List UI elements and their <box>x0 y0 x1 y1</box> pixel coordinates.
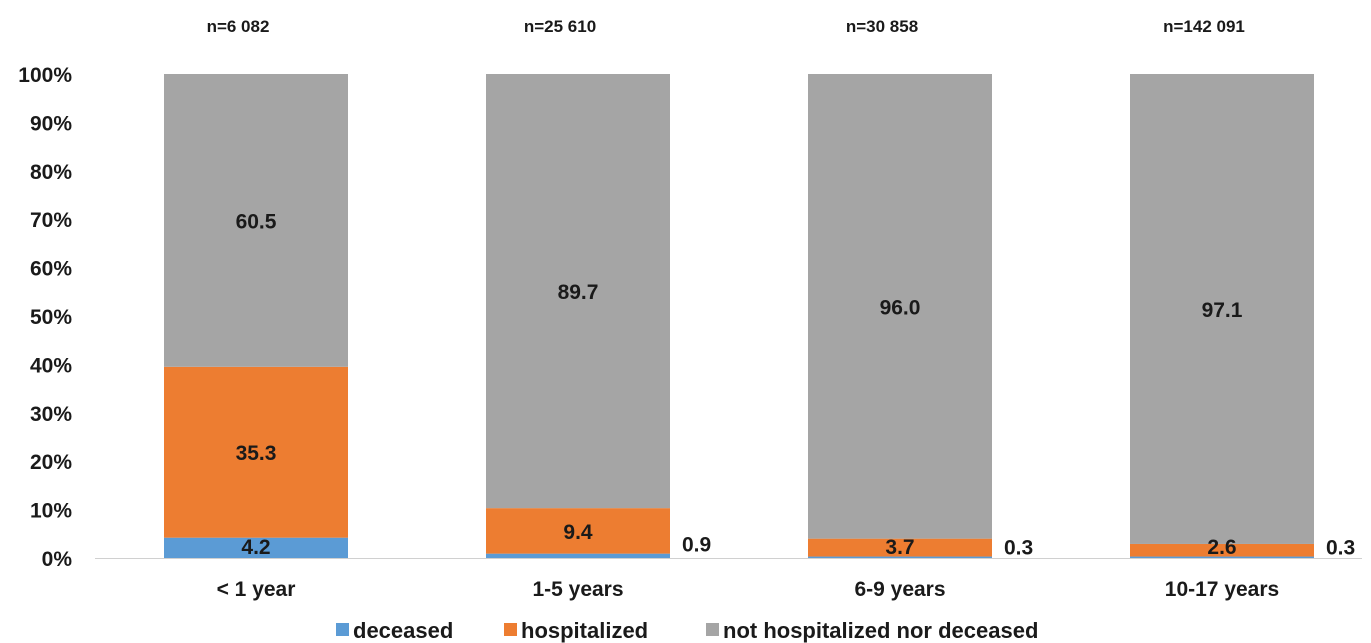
y-tick-label: 30% <box>30 403 72 426</box>
data-label: 9.4 <box>563 521 593 544</box>
bar-segment-hospitalized <box>164 366 348 538</box>
bar-segment-not-hospitalized-nor-deceased <box>486 74 670 509</box>
legend-swatch <box>706 623 719 636</box>
sample-size-label: n=142 091 <box>1163 17 1245 36</box>
y-axis: 0% 10% 20% 30% 40% 50% 60% 70% 80% 90% 100% <box>18 64 72 571</box>
sample-size-label: n=30 858 <box>846 17 918 36</box>
bar-segment-deceased <box>164 537 348 558</box>
data-label: 0.9 <box>682 534 711 557</box>
sample-size-label: n=6 082 <box>207 17 270 36</box>
legend-label: not hospitalized nor deceased <box>723 618 1038 643</box>
y-tick-label: 10% <box>30 500 72 523</box>
sample-size-label: n=25 610 <box>524 17 596 36</box>
data-label: 97.1 <box>1202 299 1243 322</box>
y-tick-label: 100% <box>18 64 72 87</box>
data-label: 2.6 <box>1207 536 1236 559</box>
legend-label: deceased <box>353 618 453 643</box>
y-tick-label: 70% <box>30 209 72 232</box>
bar-segment-deceased <box>808 556 992 558</box>
data-label: 4.2 <box>241 536 270 559</box>
y-tick-label: 80% <box>30 161 72 184</box>
x-tick-label: 6-9 years <box>854 578 945 601</box>
bar-segment-not-hospitalized-nor-deceased <box>808 74 992 539</box>
data-label: 0.3 <box>1004 537 1033 560</box>
legend: deceased hospitalized not hospitalized nor… <box>336 618 1038 643</box>
sample-size-labels: n=6 082 n=25 610 n=30 858 n=142 091 <box>207 17 1245 36</box>
legend-label: hospitalized <box>521 618 648 643</box>
data-label: 0.3 <box>1326 537 1355 560</box>
legend-swatch <box>504 623 517 636</box>
y-tick-label: 40% <box>30 354 72 377</box>
bars <box>164 74 1314 558</box>
x-tick-label: 1-5 years <box>532 578 623 601</box>
data-label: 35.3 <box>236 442 277 465</box>
y-tick-label: 0% <box>42 548 73 571</box>
x-tick-label: 10-17 years <box>1165 578 1279 601</box>
x-tick-label: < 1 year <box>217 578 296 601</box>
bar-segment-deceased <box>486 553 670 558</box>
x-axis: < 1 year 1-5 years 6-9 years 10-17 years <box>217 578 1280 601</box>
data-label: 3.7 <box>885 536 914 559</box>
y-tick-label: 50% <box>30 306 72 329</box>
bar-segment-deceased <box>1130 556 1314 558</box>
legend-swatch <box>336 623 349 636</box>
bar-segment-hospitalized <box>1130 543 1314 557</box>
y-tick-label: 90% <box>30 112 72 135</box>
bar-segment-not-hospitalized-nor-deceased <box>164 74 348 367</box>
data-label: 96.0 <box>880 296 921 319</box>
y-tick-label: 20% <box>30 451 72 474</box>
data-label: 89.7 <box>558 281 599 304</box>
bar-segment-not-hospitalized-nor-deceased <box>1130 74 1314 544</box>
bar-segment-hospitalized <box>808 538 992 557</box>
value-labels: 4.2 35.3 60.5 0.9 9.4 89.7 0.3 3.7 96.0 0.3 2.6 97.… <box>236 210 1356 559</box>
data-label: 60.5 <box>236 210 277 233</box>
y-tick-label: 60% <box>30 258 72 281</box>
bar-segment-hospitalized <box>486 508 670 554</box>
